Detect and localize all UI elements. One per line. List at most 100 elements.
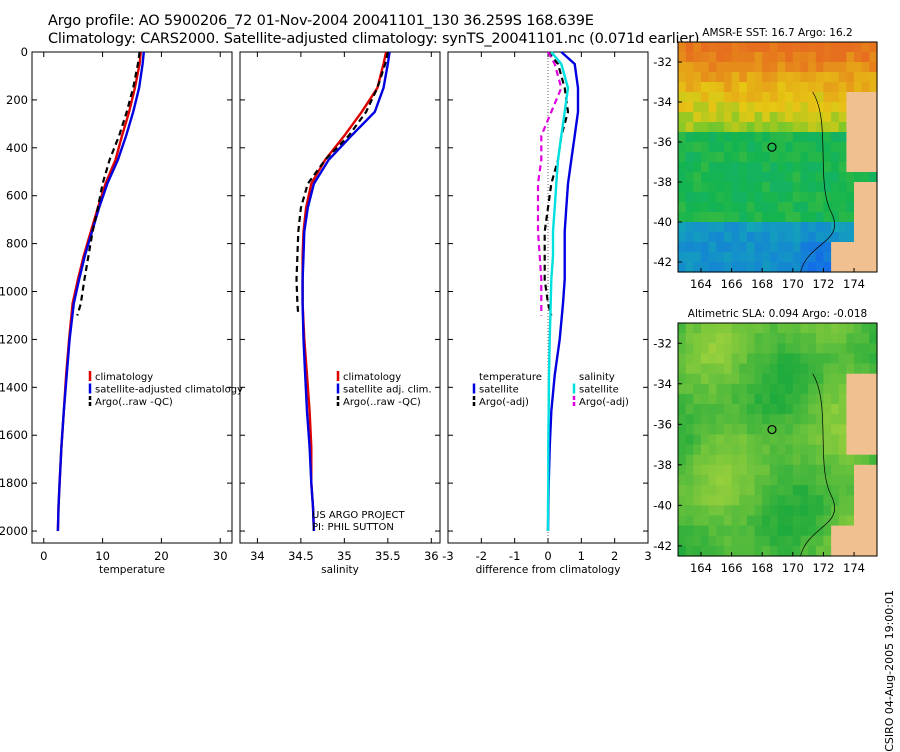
sla-map-cell xyxy=(846,373,855,385)
sst-map-cell xyxy=(708,162,717,173)
sst-map-cell xyxy=(815,82,825,93)
sla-map-cell xyxy=(792,464,802,476)
sst-map-cell xyxy=(769,102,779,113)
sla-map-cell xyxy=(831,353,840,365)
sla-map-cell xyxy=(754,424,763,435)
sst-map-cell xyxy=(731,132,740,143)
sla-map-cell xyxy=(831,525,840,537)
sla-map-cell xyxy=(708,343,717,354)
sst-map-cell xyxy=(723,162,733,173)
sst-map-cell xyxy=(823,102,832,113)
sst-map-cell xyxy=(708,42,717,53)
sst-map-cell xyxy=(693,222,702,233)
sst-map-cell xyxy=(777,122,786,133)
sst-map-cell xyxy=(777,42,786,53)
sst-map-cell xyxy=(685,112,694,123)
sst-map-cell xyxy=(777,102,786,113)
sla-map-cell xyxy=(823,475,832,486)
sst-map-cell xyxy=(846,262,855,273)
sst-map-cell xyxy=(823,262,832,273)
sla-map-cell xyxy=(716,545,725,557)
sla-map-cell xyxy=(746,383,756,395)
sla-map-cell xyxy=(831,373,840,385)
sla-map-cell xyxy=(701,323,710,334)
sla-map-cell xyxy=(685,454,694,466)
sst-map-cell xyxy=(838,252,847,263)
sst-map-cell xyxy=(831,132,840,143)
sst-map-cell xyxy=(777,72,786,83)
sla-map-cell xyxy=(708,464,717,476)
sst-map-cell xyxy=(854,102,863,113)
sst-map-cell xyxy=(739,112,748,123)
sst-map-cell xyxy=(785,162,794,173)
sla-map-cell xyxy=(701,475,710,486)
sla-map-cell xyxy=(739,525,748,537)
sst-map-cell xyxy=(769,172,779,183)
sla-map-cell xyxy=(792,353,802,365)
sla-map-cell xyxy=(792,383,802,395)
sla-map-cell xyxy=(731,545,740,557)
sst-map-cell xyxy=(716,182,725,193)
sst-map-cell xyxy=(854,202,863,213)
sla-map-cell xyxy=(678,404,687,415)
sst-map-cell xyxy=(854,62,863,73)
sst-map-cell xyxy=(792,42,802,53)
sla-map-cell xyxy=(861,393,870,405)
sla-map-cell xyxy=(869,353,878,365)
sla-map-cell xyxy=(854,434,863,446)
sst-map-cell xyxy=(831,72,840,83)
sla-map-cell xyxy=(769,323,779,334)
sla-map-cell xyxy=(838,464,847,476)
sla-map-cell xyxy=(739,343,748,354)
sla-map-cell xyxy=(869,505,878,516)
sst-map-cell xyxy=(785,92,794,103)
sst-map-cell xyxy=(754,212,763,223)
sst-map-cell xyxy=(831,102,840,113)
sla-map-cell xyxy=(678,414,687,425)
sla-map-cell xyxy=(685,545,694,557)
sst-map-cell xyxy=(731,152,740,163)
sst-map-cell xyxy=(869,82,878,93)
sla-map-cell xyxy=(678,434,687,446)
sla-map-cell xyxy=(701,393,710,405)
sla-map-cell xyxy=(815,404,825,415)
sst-map-cell xyxy=(808,192,817,203)
sla-map-cell xyxy=(685,343,694,354)
sst-map-cell xyxy=(854,122,863,133)
sst-map-cell xyxy=(762,142,771,153)
sst-map-cell xyxy=(716,62,725,73)
sla-map-cell xyxy=(762,393,771,405)
sst-map-cell xyxy=(785,112,794,123)
sla-map-cell xyxy=(716,343,725,354)
sst-map-cell xyxy=(716,152,725,163)
temperature-frame xyxy=(31,51,233,544)
salinity-xtick-label: 34.5 xyxy=(288,549,314,563)
sla-map-cell xyxy=(739,535,748,547)
sla-map-cell xyxy=(731,333,740,344)
sla-map-cell xyxy=(792,414,802,425)
sla-map-cell xyxy=(708,454,717,466)
sla-map-cell xyxy=(754,373,763,385)
sst-map-cell xyxy=(723,132,733,143)
sla-map-cell xyxy=(838,424,847,435)
sla-map-cell xyxy=(869,393,878,405)
sla-map-cell xyxy=(746,454,756,466)
sla-map-ytick-label: -40 xyxy=(653,498,672,512)
sst-map-cell xyxy=(701,122,710,133)
sst-map-cell xyxy=(708,72,717,83)
sst-map-cell xyxy=(792,142,802,153)
sla-map-cell xyxy=(739,393,748,405)
sst-map-cell xyxy=(731,62,740,73)
sla-map-cell xyxy=(869,373,878,385)
sst-map-cell xyxy=(762,252,771,263)
sla-map-cell xyxy=(838,363,847,375)
sst-map-cell xyxy=(823,132,832,143)
sla-map-cell xyxy=(723,545,733,557)
sst-map-cell xyxy=(808,172,817,183)
sst-map-cell xyxy=(739,192,748,203)
sla-map-cell xyxy=(754,434,763,446)
sla-map-cell xyxy=(716,393,725,405)
sst-map-cell xyxy=(701,162,710,173)
sst-map-cell xyxy=(685,52,694,63)
sst-map-cell xyxy=(754,202,763,213)
